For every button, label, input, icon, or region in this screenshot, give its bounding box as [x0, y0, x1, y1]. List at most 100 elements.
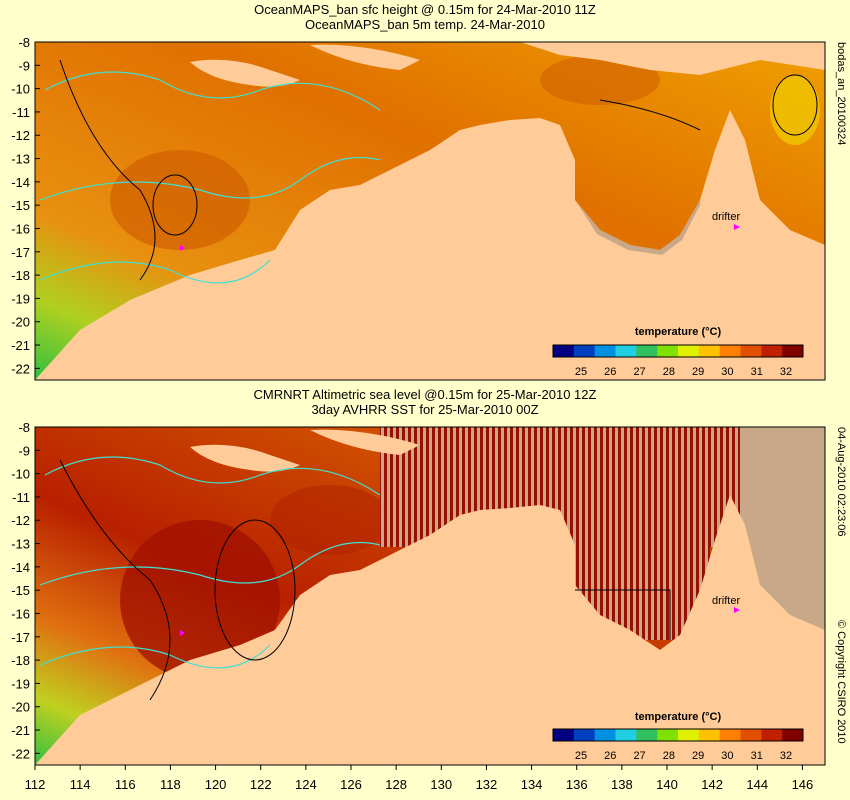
lat-tick-label: -13 [11, 152, 30, 167]
colorbar-swatch [782, 729, 804, 741]
bottom-colorbar: temperature (°C) 25 26 27 28 29 30 31 32 [552, 711, 804, 762]
top-title-line2: OceanMAPS_ban 5m temp. 24-Mar-2010 [305, 17, 545, 32]
lat-tick-label: -12 [11, 128, 30, 143]
lat-tick-label: -18 [11, 268, 30, 283]
colorbar-tick-label: 32 [780, 366, 792, 378]
lon-tick-label: 116 [115, 777, 136, 792]
lon-tick-label: 114 [70, 777, 91, 792]
lon-tick-label: 140 [656, 777, 678, 792]
top-colorbar-title: temperature (°C) [635, 326, 722, 338]
lon-tick-label: 122 [250, 777, 272, 792]
top-colorbar: temperature (°C) 25 26 27 28 29 30 31 32 [552, 326, 804, 378]
colorbar-swatch [594, 345, 616, 357]
colorbar-tick-label: 28 [663, 366, 675, 378]
lat-tick-label: -21 [11, 338, 30, 353]
lat-tick-label: -17 [11, 630, 30, 645]
lon-tick-label: 120 [205, 777, 227, 792]
top-side-label: bodas_an_20100324 [835, 42, 847, 145]
colorbar-tick-label: 25 [575, 750, 587, 762]
colorbar-tick-label: 30 [721, 366, 733, 378]
lat-tick-label: -11 [12, 105, 30, 120]
lat-tick-label: -22 [11, 361, 30, 376]
lon-tick-label: 144 [746, 777, 768, 792]
colorbar-swatch [698, 729, 721, 741]
bottom-title-line1: CMRNRT Altimetric sea level @0.15m for 2… [253, 387, 597, 402]
colorbar-swatch [657, 345, 679, 357]
lat-tick-label: -14 [11, 175, 30, 190]
bottom-side-label: 04-Aug-2010 02:23:06 [835, 427, 847, 536]
colorbar-swatch [740, 729, 762, 741]
colorbar-swatch [761, 729, 783, 741]
lat-tick-label: -21 [11, 723, 30, 738]
colorbar-swatch [553, 345, 575, 357]
lat-tick-label: -15 [11, 583, 30, 598]
colorbar-swatch [740, 345, 762, 357]
lat-tick-label: -12 [11, 513, 30, 528]
lat-tick-label: -22 [11, 746, 30, 761]
lat-tick-label: -17 [11, 245, 30, 260]
colorbar-swatch [594, 729, 616, 741]
top-australia-land [35, 110, 825, 380]
colorbar-swatch [782, 345, 804, 357]
lon-tick-label: 146 [792, 777, 814, 792]
colorbar-swatch [615, 345, 637, 357]
colorbar-tick-label: 28 [663, 750, 675, 762]
lat-tick-label: -20 [11, 700, 30, 715]
lat-tick-label: -19 [11, 676, 30, 691]
colorbar-swatch [573, 345, 596, 357]
lon-tick-label: 130 [430, 777, 452, 792]
colorbar-tick-label: 25 [575, 366, 587, 378]
lat-tick-label: -9 [18, 443, 30, 458]
colorbar-tick-label: 29 [692, 366, 704, 378]
colorbar-tick-label: 29 [692, 750, 704, 762]
lon-tick-label: 138 [611, 777, 633, 792]
lon-tick-label: 142 [701, 777, 723, 792]
colorbar-tick-label: 26 [604, 750, 616, 762]
lon-tick-label: 134 [521, 777, 543, 792]
bottom-drifter-marker [734, 607, 740, 613]
colorbar-swatch [719, 345, 741, 357]
colorbar-swatch [719, 729, 741, 741]
lat-tick-label: -8 [18, 35, 30, 50]
bottom-colorbar-title: temperature (°C) [635, 711, 722, 723]
top-drifter-marker [734, 224, 740, 230]
bottom-australia-land [35, 495, 825, 765]
colorbar-tick-label: 32 [780, 750, 792, 762]
lon-tick-label: 124 [295, 777, 317, 792]
colorbar-swatch [761, 345, 783, 357]
colorbar-tick-label: 26 [604, 366, 616, 378]
colorbar-swatch [636, 345, 658, 357]
lon-tick-label: 112 [25, 777, 46, 792]
lon-tick-label: 136 [566, 777, 588, 792]
lat-tick-label: -18 [11, 653, 30, 668]
colorbar-tick-label: 31 [751, 366, 763, 378]
lat-tick-label: -15 [11, 198, 30, 213]
colorbar-swatch [636, 729, 658, 741]
lat-tick-label: -10 [11, 82, 30, 97]
colorbar-swatch [698, 345, 721, 357]
bottom-title-line2: 3day AVHRR SST for 25-Mar-2010 00Z [311, 402, 539, 417]
lat-tick-label: -13 [11, 537, 30, 552]
colorbar-tick-label: 27 [633, 750, 645, 762]
top-latitude-axis: -8 -9 -10 -11 -12 -13 -14 -15 -16 -17 -18 -19 -20 -21… [11, 35, 40, 376]
lat-tick-label: -16 [11, 221, 30, 236]
bottom-drifter-label: drifter [712, 595, 740, 607]
top-map-panel: drifter [34, 41, 826, 381]
lat-tick-label: -19 [11, 291, 30, 306]
lat-tick-label: -20 [11, 315, 30, 330]
top-warm-pool [110, 150, 250, 250]
lon-tick-label: 128 [385, 777, 407, 792]
lon-tick-label: 126 [340, 777, 362, 792]
top-drifter-label: drifter [712, 211, 740, 223]
colorbar-tick-label: 31 [751, 750, 763, 762]
bottom-map-panel: drifter [34, 426, 826, 766]
lon-tick-label: 118 [160, 777, 181, 792]
colorbar-swatch [678, 729, 700, 741]
colorbar-tick-label: 27 [633, 366, 645, 378]
top-title-line1: OceanMAPS_ban sfc height @ 0.15m for 24-… [254, 2, 596, 17]
lat-tick-label: -10 [11, 467, 30, 482]
bottom-latitude-axis: -8 -9 -10 -11 -12 -13 -14 -15 -16 -17 -18 -19 -20 -21… [11, 420, 40, 761]
colorbar-swatch [573, 729, 596, 741]
colorbar-swatch [553, 729, 575, 741]
